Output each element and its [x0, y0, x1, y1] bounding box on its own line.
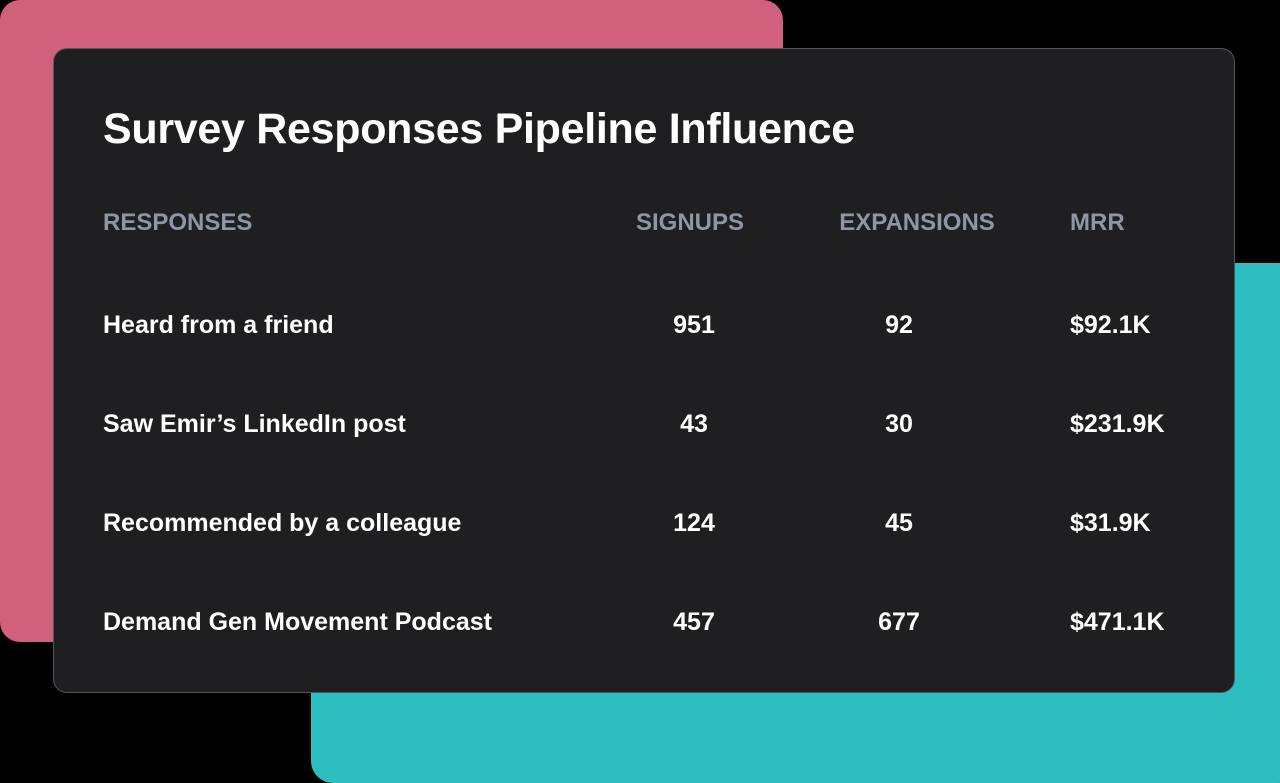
header-signups: SIGNUPS: [635, 209, 745, 236]
signups-cell: 951: [673, 311, 715, 339]
signups-cell: 43: [680, 410, 708, 438]
response-cell: Demand Gen Movement Podcast: [103, 608, 492, 636]
table-row: Saw Emir’s LinkedIn post 43 30 $231.9K: [54, 404, 1234, 444]
signups-cell: 124: [673, 509, 715, 537]
table-row: Recommended by a colleague 124 45 $31.9K: [54, 503, 1234, 543]
signups-cell: 457: [673, 608, 715, 636]
expansions-cell: 45: [885, 509, 913, 537]
card-title: Survey Responses Pipeline Influence: [103, 105, 855, 153]
response-cell: Recommended by a colleague: [103, 509, 462, 537]
table-row: Heard from a friend 951 92 $92.1K: [54, 305, 1234, 345]
header-responses: RESPONSES: [103, 209, 253, 236]
expansions-cell: 30: [885, 410, 913, 438]
table-header: RESPONSES SIGNUPS EXPANSIONS MRR: [54, 203, 1234, 243]
mrr-cell: $31.9K: [1070, 509, 1151, 537]
header-mrr: MRR: [1070, 209, 1125, 236]
response-cell: Saw Emir’s LinkedIn post: [103, 410, 406, 438]
table-row: Demand Gen Movement Podcast 457 677 $471…: [54, 602, 1234, 642]
expansions-cell: 92: [885, 311, 913, 339]
mrr-cell: $92.1K: [1070, 311, 1151, 339]
header-expansions: EXPANSIONS: [839, 209, 995, 236]
expansions-cell: 677: [878, 608, 920, 636]
pipeline-influence-card: Survey Responses Pipeline Influence RESP…: [53, 48, 1235, 693]
response-cell: Heard from a friend: [103, 311, 334, 339]
mrr-cell: $471.1K: [1070, 608, 1165, 636]
mrr-cell: $231.9K: [1070, 410, 1165, 438]
